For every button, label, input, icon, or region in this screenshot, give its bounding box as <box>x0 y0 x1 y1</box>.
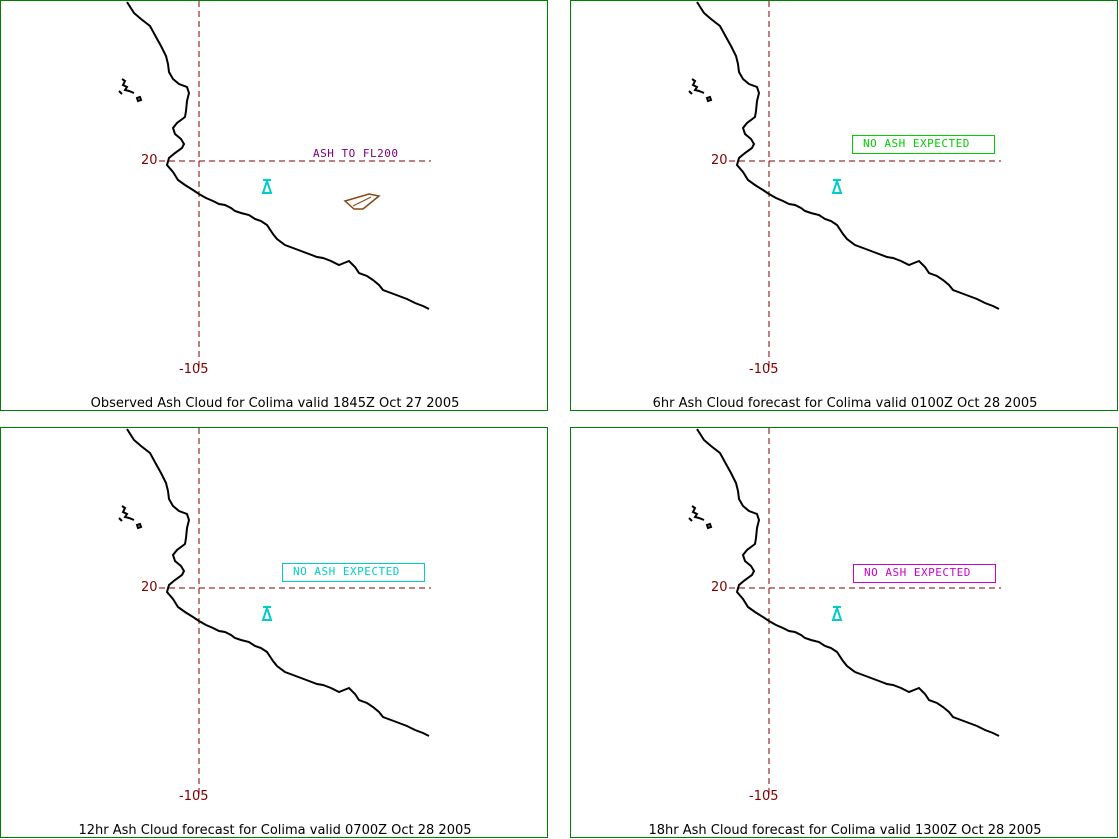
panel-caption: 18hr Ash Cloud forecast for Colima valid… <box>648 823 1042 838</box>
panel-caption: Observed Ash Cloud for Colima valid 1845… <box>90 396 460 411</box>
island <box>688 505 705 522</box>
map-panel-observed: 20 -105 ASH TO FL200 Observed Ash Cloud … <box>0 0 548 411</box>
coastline <box>126 1 430 310</box>
panel-caption: 6hr Ash Cloud forecast for Colima valid … <box>652 396 1038 411</box>
island-small <box>705 522 713 530</box>
island-small <box>705 95 713 103</box>
island <box>118 78 135 95</box>
island-small <box>135 95 143 103</box>
longitude-label: -105 <box>749 362 779 377</box>
ash-status-box: NO ASH EXPECTED <box>852 135 995 154</box>
panel-caption: 12hr Ash Cloud forecast for Colima valid… <box>78 823 472 838</box>
volcano-icon <box>261 604 273 621</box>
map-canvas <box>688 428 1001 798</box>
map-panel-6hr: 20 -105 NO ASH EXPECTED 6hr Ash Cloud fo… <box>570 0 1118 411</box>
map-canvas <box>688 1 1001 371</box>
ash-status-text: ASH TO FL200 <box>313 147 399 160</box>
map-canvas <box>118 428 431 798</box>
coastline <box>696 428 1000 737</box>
island <box>688 78 705 95</box>
latitude-label: 20 <box>711 580 728 595</box>
map-panel-12hr: 20 -105 NO ASH EXPECTED 12hr Ash Cloud f… <box>0 427 548 838</box>
island <box>118 505 135 522</box>
ash-cloud-hatch <box>352 196 372 207</box>
volcano-icon <box>261 177 273 194</box>
coastline <box>126 428 430 737</box>
coastline <box>696 1 1000 310</box>
longitude-label: -105 <box>179 362 209 377</box>
map-canvas <box>118 1 431 371</box>
island-small <box>135 522 143 530</box>
ash-status-box: NO ASH EXPECTED <box>282 563 425 582</box>
ash-cloud-polygon <box>343 193 381 210</box>
volcano-icon <box>831 177 843 194</box>
ash-status-box: NO ASH EXPECTED <box>853 564 996 583</box>
latitude-label: 20 <box>141 153 158 168</box>
longitude-label: -105 <box>179 789 209 804</box>
map-panel-18hr: 20 -105 NO ASH EXPECTED 18hr Ash Cloud f… <box>570 427 1118 838</box>
longitude-label: -105 <box>749 789 779 804</box>
volcano-icon <box>831 604 843 621</box>
latitude-label: 20 <box>141 580 158 595</box>
latitude-label: 20 <box>711 153 728 168</box>
